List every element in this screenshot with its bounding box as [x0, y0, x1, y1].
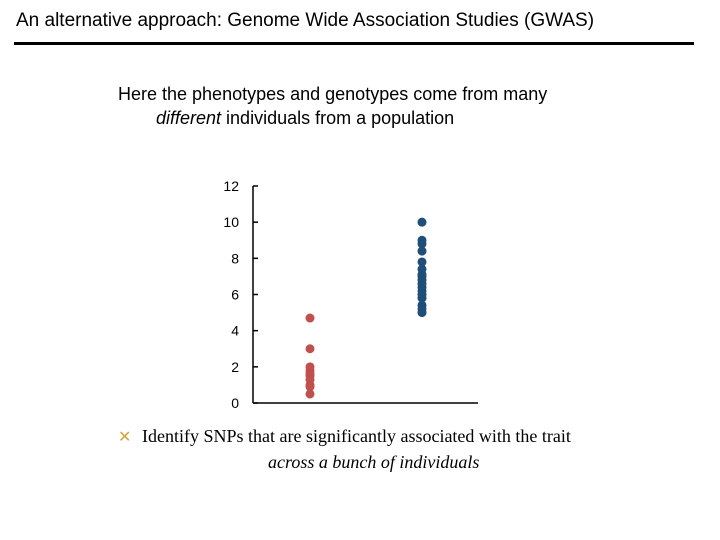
y-tick-label: 0	[231, 395, 239, 411]
intro-line-1: Here the phenotypes and genotypes come f…	[118, 84, 548, 104]
intro-emphasis: different	[156, 108, 222, 128]
data-point-group1	[305, 344, 315, 354]
slide-title: An alternative approach: Genome Wide Ass…	[16, 10, 595, 31]
data-point-group2	[417, 239, 427, 249]
data-point-group2	[417, 246, 427, 256]
bullet-line-2: across a bunch of individuals	[268, 452, 480, 472]
data-point-group1	[305, 382, 315, 392]
data-point-group2	[417, 257, 427, 267]
intro-line-2-rest: individuals from a population	[221, 108, 455, 128]
y-tick-label: 4	[231, 323, 239, 339]
phenotype-scatter-chart: 0 2 4 6 8 10 12	[223, 178, 478, 411]
data-point-group1	[305, 389, 315, 399]
data-point-group1	[305, 313, 315, 323]
title-underline	[14, 42, 694, 45]
y-tick-label: 12	[223, 178, 239, 194]
intro-text: Here the phenotypes and genotypes come f…	[118, 82, 547, 130]
data-point-group2	[417, 293, 427, 303]
y-tick-label: 8	[231, 250, 239, 266]
bullet-line-1: Identify SNPs that are significantly ass…	[142, 426, 571, 446]
intro-line-2: different individuals from a population	[118, 106, 547, 130]
data-point-group2	[417, 308, 427, 318]
x-mark-bullet-icon: ✕	[118, 429, 132, 446]
y-tick-label: 10	[223, 214, 239, 230]
y-tick-label: 2	[231, 359, 239, 375]
bullet-point: ✕ Identify SNPs that are significantly as…	[118, 424, 571, 474]
y-tick-label: 6	[231, 287, 239, 303]
data-point-group2	[417, 217, 427, 227]
